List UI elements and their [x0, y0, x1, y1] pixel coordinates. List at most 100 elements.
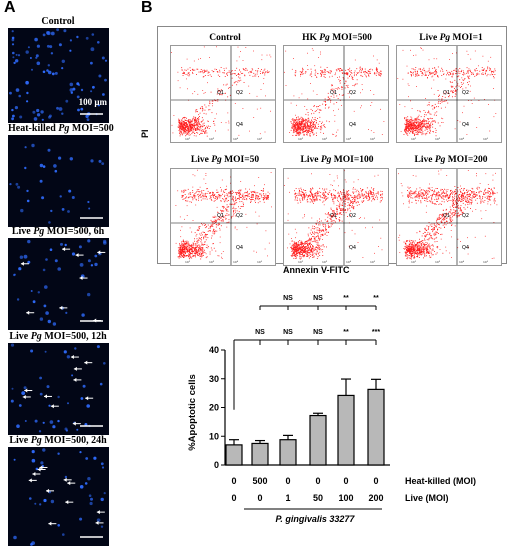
flow-event: [262, 71, 263, 73]
flow-event: [495, 113, 497, 114]
nucleus: [100, 462, 104, 466]
flow-event: [312, 246, 314, 247]
flow-event: [199, 126, 201, 128]
quadrant-label-q1: Q1: [330, 213, 337, 219]
flow-event: [348, 197, 350, 199]
flow-event: [487, 60, 489, 62]
flow-event: [306, 201, 308, 203]
flow-event: [427, 70, 429, 72]
nucleus: [69, 49, 72, 52]
flow-event: [197, 68, 199, 70]
flow-event: [181, 226, 183, 228]
flow-event: [419, 249, 421, 251]
flow-event: [413, 122, 414, 124]
flow-event: [221, 94, 223, 96]
flow-event: [309, 242, 310, 244]
flow-event: [366, 187, 368, 189]
flow-event: [411, 124, 413, 126]
flow-event: [260, 89, 262, 90]
flow-event: [306, 248, 308, 249]
flow-event: [417, 72, 418, 74]
flow-event: [344, 195, 346, 196]
flow-event: [313, 125, 314, 127]
flow-event: [192, 242, 194, 244]
flow-event: [297, 244, 299, 246]
flow-event: [178, 250, 180, 252]
flow-event: [333, 201, 335, 203]
flow-event: [422, 72, 423, 74]
flow-event: [423, 121, 425, 123]
flow-event: [297, 125, 299, 127]
flow-event: [295, 250, 297, 252]
flow-event: [184, 122, 186, 124]
flow-event: [360, 188, 361, 190]
flow-event: [332, 212, 334, 214]
flow-event: [295, 122, 297, 123]
flow-event: [194, 119, 195, 121]
flow-event: [325, 228, 327, 230]
flow-event: [487, 73, 489, 75]
flow-event: [185, 251, 187, 253]
flow-event: [423, 116, 425, 118]
flow-event: [296, 242, 297, 244]
flow-event: [294, 254, 296, 255]
flow-event: [193, 124, 194, 126]
flow-event: [376, 198, 378, 200]
flow-event: [266, 72, 268, 74]
flow-event: [414, 128, 416, 130]
flow-event: [306, 130, 308, 132]
flow-event: [209, 195, 211, 197]
flow-event: [311, 244, 312, 245]
flow-event: [294, 247, 296, 249]
flow-event: [209, 226, 211, 228]
flow-event: [226, 226, 228, 228]
flow-event: [318, 249, 320, 251]
flow-event: [428, 124, 430, 126]
flow-event: [437, 75, 439, 76]
flow-event: [204, 130, 206, 132]
flow-event: [207, 190, 209, 192]
flow-event: [237, 73, 239, 75]
flow-event: [478, 65, 479, 67]
flow-event: [368, 75, 370, 77]
flow-event: [333, 203, 335, 205]
nucleus: [42, 268, 46, 272]
flow-event: [468, 70, 469, 72]
flow-event: [318, 246, 319, 248]
flow-event: [423, 126, 425, 127]
flow-event: [312, 257, 314, 258]
flow-event: [265, 95, 266, 97]
flow-event: [291, 245, 293, 246]
flow-event: [471, 72, 473, 74]
flow-event: [462, 88, 464, 90]
flow-event: [308, 117, 310, 119]
flow-event: [178, 252, 180, 254]
flow-event: [200, 232, 202, 234]
flow-event: [308, 121, 310, 123]
arrow-icon: [72, 421, 81, 426]
flow-event: [235, 211, 236, 213]
flow-event: [347, 87, 349, 88]
flow-event: [453, 70, 455, 71]
flow-event: [184, 69, 186, 71]
flow-event: [422, 125, 424, 127]
flow-event: [301, 246, 303, 247]
flow-event: [198, 114, 200, 116]
nucleus: [40, 461, 44, 465]
flow-event: [452, 86, 454, 88]
flow-event: [323, 194, 325, 196]
flow-event: [371, 187, 372, 189]
flow-tick-label: 10⁴: [233, 137, 239, 141]
flow-event: [323, 200, 325, 202]
flow-event: [425, 122, 427, 124]
flow-event: [319, 237, 321, 239]
flow-event: [177, 247, 179, 249]
flow-event: [186, 251, 188, 253]
flow-event: [214, 199, 216, 201]
flow-event: [328, 226, 329, 228]
flow-event: [333, 180, 335, 182]
flow-event: [183, 124, 185, 125]
flow-event: [441, 75, 443, 76]
flow-event: [466, 134, 468, 135]
nucleus: [11, 117, 14, 121]
